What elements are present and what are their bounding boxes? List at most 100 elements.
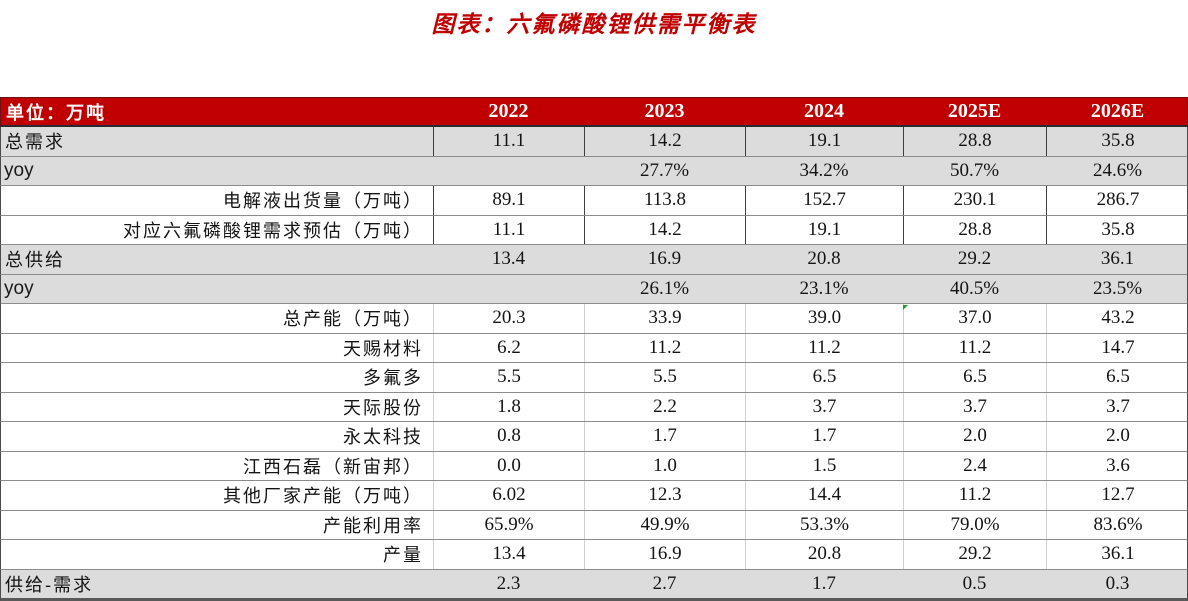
year-header: 2024 [804, 100, 844, 122]
cell-value: 36.1 [1046, 540, 1188, 569]
cell-value: 230.1 [903, 186, 1046, 215]
row-label: yoy [4, 277, 34, 299]
cell-value: 1.8 [433, 392, 584, 421]
table-row-other-makers-capacity: 其他厂家产能（万吨） 6.02 12.3 14.4 11.2 12.7 [0, 481, 1188, 511]
row-label: 永太科技 [343, 427, 423, 449]
cell-value: 5.5 [433, 363, 584, 392]
cell-value: 34.2% [799, 159, 849, 181]
row-label: 天赐材料 [343, 338, 423, 360]
row-label: 产量 [383, 545, 423, 567]
cell-value: 35.8 [1046, 127, 1188, 156]
cell-value: 13.4 [433, 540, 584, 569]
table-row-lipf6-demand-estimate: 对应六氟磷酸锂需求预估（万吨） 11.1 14.2 19.1 28.8 35.8 [0, 215, 1188, 245]
cell-value: 1.0 [584, 451, 745, 480]
cell-value: 0.5 [962, 572, 987, 594]
table-row-tinci-materials: 天赐材料 6.2 11.2 11.2 11.2 14.7 [0, 333, 1188, 363]
cell-value: 113.8 [584, 186, 745, 215]
cell-value: 43.2 [1046, 304, 1188, 333]
cell-value: 152.7 [745, 186, 903, 215]
row-label: 天际股份 [343, 397, 423, 419]
cell-value: 16.9 [647, 248, 682, 270]
year-header: 2022 [488, 100, 529, 122]
cell-value: 3.7 [1046, 392, 1188, 421]
cell-value [433, 157, 584, 186]
cell-value: 28.8 [903, 127, 1046, 156]
cell-value: 20.8 [745, 540, 903, 569]
row-label: 多氟多 [363, 368, 423, 390]
row-label: yoy [4, 159, 34, 181]
cell-value: 6.5 [903, 363, 1046, 392]
cell-value: 14.4 [745, 481, 903, 510]
cell-value: 36.1 [1100, 248, 1135, 270]
row-label: 对应六氟磷酸锂需求预估（万吨） [123, 220, 423, 242]
cell-value: 1.7 [745, 422, 903, 451]
cell-value: 0.3 [1105, 572, 1130, 594]
cell-value: 19.1 [745, 215, 903, 244]
cell-value: 6.5 [1046, 363, 1188, 392]
figure-title: 图表：六氟磷酸锂供需平衡表 [431, 11, 757, 38]
cell-value: 11.1 [433, 127, 584, 156]
cell-value: 3.7 [745, 392, 903, 421]
cell-value: 19.1 [745, 127, 903, 156]
cell-value: 20.8 [807, 248, 841, 270]
row-label: 总产能（万吨） [283, 309, 423, 331]
cell-value: 1.7 [812, 572, 836, 594]
cell-value: 2.4 [903, 451, 1046, 480]
cell-value: 65.9% [433, 510, 584, 539]
table-row-total-capacity: 总产能（万吨） 20.3 33.9 39.0 37.0 43.2 [0, 304, 1188, 334]
table-row-total-demand: 总需求 11.1 14.2 19.1 28.8 35.8 [0, 127, 1188, 157]
table-row-total-supply: 总供给 13.4 16.9 20.8 29.2 36.1 [0, 245, 1188, 275]
cell-value: 2.0 [903, 422, 1046, 451]
cell-value: 1.5 [745, 451, 903, 480]
table-row-jiangxi-shilei: 江西石磊（新宙邦） 0.0 1.0 1.5 2.4 3.6 [0, 451, 1188, 481]
cell-value: 16.9 [584, 540, 745, 569]
row-label: 总供给 [5, 250, 65, 272]
row-label: 电解液出货量（万吨） [223, 191, 423, 213]
cell-value: 14.2 [584, 127, 745, 156]
table-row-demand-yoy: yoy 27.7% 34.2% 50.7% 24.6% [0, 156, 1188, 186]
cell-value: 50.7% [949, 159, 1000, 181]
cell-value: 2.2 [584, 392, 745, 421]
cell-value: 29.2 [903, 540, 1046, 569]
row-label: 总需求 [5, 132, 65, 154]
cell-value: 2.0 [1046, 422, 1188, 451]
year-header: 2025E [947, 100, 1002, 122]
cell-value: 28.8 [903, 215, 1046, 244]
cell-value: 2.7 [652, 572, 677, 594]
unit-label: 单位：万吨 [6, 102, 106, 124]
cell-value: 27.7% [639, 159, 690, 181]
cell-value: 49.9% [584, 510, 745, 539]
cell-value: 40.5% [949, 277, 1000, 299]
row-label: 其他厂家产能（万吨） [223, 486, 423, 508]
cell-value: 29.2 [957, 248, 992, 270]
cell-value: 0.8 [433, 422, 584, 451]
cell-value: 23.1% [799, 277, 849, 299]
table-row-tianji-shares: 天际股份 1.8 2.2 3.7 3.7 3.7 [0, 392, 1188, 422]
row-label: 产能利用率 [323, 515, 423, 537]
table-row-output: 产量 13.4 16.9 20.8 29.2 36.1 [0, 540, 1188, 570]
table-header-row: 单位：万吨 2022 2023 2024 2025E 2026E [0, 97, 1188, 127]
cell-value: 83.6% [1046, 510, 1188, 539]
table-row-electrolyte-shipments: 电解液出货量（万吨） 89.1 113.8 152.7 230.1 286.7 [0, 186, 1188, 216]
row-label: 江西石磊（新宙邦） [243, 456, 423, 478]
cell-value: 2.3 [496, 572, 521, 594]
row-label: 供给-需求 [5, 574, 94, 596]
cell-value: 24.6% [1092, 159, 1143, 181]
table-row-supply-yoy: yoy 26.1% 23.1% 40.5% 23.5% [0, 274, 1188, 304]
cell-value: 35.8 [1046, 215, 1188, 244]
cell-value: 6.5 [745, 363, 903, 392]
table-row-supply-minus-demand: 供给-需求 2.3 2.7 1.7 0.5 0.3 [0, 569, 1188, 601]
cell-value [433, 275, 584, 304]
cell-value: 11.2 [903, 333, 1046, 362]
year-header: 2026E [1090, 100, 1145, 122]
cell-value: 26.1% [639, 277, 690, 299]
cell-value: 6.2 [433, 333, 584, 362]
supply-demand-table: 单位：万吨 2022 2023 2024 2025E 2026E 总需求 11.… [0, 97, 1188, 601]
cell-value: 12.3 [584, 481, 745, 510]
table-row-yongtai-tech: 永太科技 0.8 1.7 1.7 2.0 2.0 [0, 422, 1188, 452]
cell-value: 3.7 [903, 392, 1046, 421]
cell-comment-triangle-icon [903, 305, 908, 310]
cell-value: 20.3 [433, 304, 584, 333]
cell-value: 11.2 [903, 481, 1046, 510]
year-header: 2023 [644, 100, 685, 122]
